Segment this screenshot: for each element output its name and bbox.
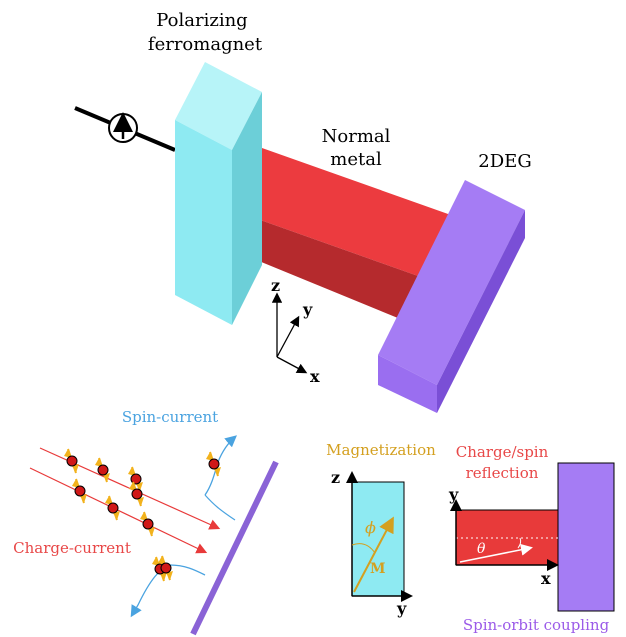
spin-arrowhead (160, 572, 167, 581)
spin-arrowhead (214, 467, 221, 476)
electron-dot (160, 562, 172, 574)
electron-dot (97, 464, 109, 476)
electron-dot-icon (129, 481, 144, 507)
twodeg-block (378, 180, 525, 413)
magnetization-box (346, 471, 413, 602)
spin-arrowhead (72, 479, 79, 488)
m-vector-label: M (370, 561, 386, 577)
axis-z-label: z (271, 276, 280, 295)
axis-x-label: x (310, 367, 320, 386)
charge-current-label: Charge-current (13, 539, 131, 557)
spin-arrowhead (72, 464, 79, 473)
reflection-panel (450, 462, 615, 612)
electron-dot-icon (95, 457, 110, 483)
electron-dot-icon (206, 451, 221, 477)
ferromagnet-block (175, 62, 262, 325)
electron-dot (142, 518, 154, 530)
electron-dot-icon (72, 478, 87, 504)
normal-metal-label-2: metal (330, 149, 382, 170)
spin-arrowhead (80, 494, 87, 503)
electron-dot-icon (64, 448, 79, 474)
spin-up-circle-icon (108, 112, 138, 143)
charge-spin-label-2: reflection (466, 464, 539, 482)
electron-particles (64, 448, 221, 582)
normal-metal-label-1: Normal (322, 126, 391, 147)
charge-current-arrows (29, 447, 221, 554)
refl-x-label: x (541, 569, 551, 588)
mag-y-label: y (396, 599, 407, 618)
spin-arrowhead (206, 452, 213, 461)
axis-y-label: y (302, 300, 313, 319)
spin-orbit-label: Spin-orbit coupling (463, 616, 610, 634)
spin-arrowhead (152, 557, 159, 566)
polarizing-label-2: ferromagnet (148, 34, 263, 55)
spin-arrowhead (105, 496, 112, 505)
electron-dot-icon (105, 495, 120, 521)
electron-dot (74, 485, 86, 497)
spin-arrowhead (158, 556, 165, 565)
electron-dot (107, 502, 119, 514)
interface-wall (190, 460, 279, 636)
spin-arrowhead (136, 482, 143, 491)
axes-3d (271, 292, 308, 374)
electron-dot (66, 455, 78, 467)
charge-spin-label-1: Charge/spin (456, 443, 549, 461)
electron-dot-icon (140, 511, 155, 537)
phi-label: ϕ (365, 518, 376, 537)
spin-arrowhead (64, 449, 71, 458)
spin-arrowhead (128, 467, 135, 476)
mag-z-label: z (331, 468, 340, 487)
spin-current-label: Spin-current (122, 408, 218, 426)
spin-arrowhead (95, 458, 102, 467)
spin-arrowhead (103, 473, 110, 482)
theta-label: θ (477, 541, 486, 557)
normal-metal-block (232, 148, 465, 325)
electron-dot (131, 488, 143, 500)
spin-arrowhead (148, 527, 155, 536)
spin-arrowhead (166, 571, 173, 580)
electron-dot (208, 458, 220, 470)
spin-arrowhead (129, 482, 136, 491)
spin-arrowhead (140, 512, 147, 521)
electron-dot-icon (158, 555, 173, 581)
twodeg-label: 2DEG (478, 151, 531, 172)
electron-dot-icon (128, 466, 143, 492)
spin-arrowhead (137, 497, 144, 506)
electron-dot (130, 473, 142, 485)
refl-y-label: y (448, 485, 459, 504)
magnetization-label: Magnetization (326, 441, 436, 459)
polarizing-label-1: Polarizing (156, 10, 247, 31)
spin-arrowhead (113, 511, 120, 520)
